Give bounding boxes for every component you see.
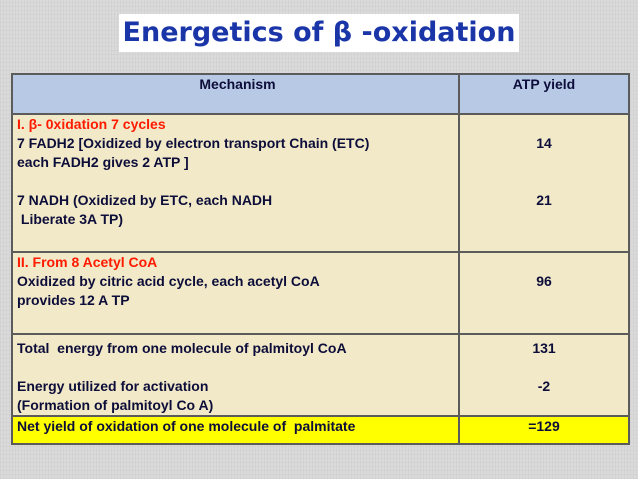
- row1-mechanism-cell: I. β- 0xidation 7 cycles 7 FADH2 [Oxidiz…: [11, 113, 460, 253]
- row3-yield-cell: 131 -2: [458, 333, 630, 417]
- table-row-net-yield: Net yield of oxidation of one molecule o…: [11, 415, 630, 445]
- table-row: I. β- 0xidation 7 cycles 7 FADH2 [Oxidiz…: [11, 113, 630, 253]
- row2-heading: II. From 8 Acetyl CoA: [17, 254, 158, 270]
- row1-line4: Liberate 3A TP): [17, 211, 124, 227]
- row3-yield-spacer: [460, 358, 628, 377]
- row2-line2: provides 12 A TP: [17, 292, 130, 308]
- table-row: Total energy from one molecule of palmit…: [11, 333, 630, 417]
- row3-line1: Total energy from one molecule of palmit…: [17, 340, 347, 356]
- row1-yield-cell: 14 21: [458, 113, 630, 253]
- row1-spacer: [17, 172, 458, 191]
- slide-title: Energetics of β -oxidation: [118, 14, 520, 52]
- row2-line1: Oxidized by citric acid cycle, each acet…: [17, 273, 320, 289]
- row1-heading: I. β- 0xidation 7 cycles: [17, 116, 166, 132]
- table-row: II. From 8 Acetyl CoA Oxidized by citric…: [11, 251, 630, 335]
- row3-mechanism-cell: Total energy from one molecule of palmit…: [11, 333, 460, 417]
- row1-line1: 7 FADH2 [Oxidized by electron transport …: [17, 135, 370, 151]
- row3-line2: Energy utilized for activation: [17, 378, 209, 394]
- row3-line3: (Formation of palmitoyl Co A): [17, 397, 214, 413]
- row1-value1: 14: [536, 135, 552, 151]
- net-yield-value: =129: [458, 415, 630, 445]
- header-atp-yield: ATP yield: [458, 73, 630, 115]
- row3-spacer: [17, 358, 458, 377]
- row3-value1: 131: [532, 340, 556, 356]
- row2-mechanism-cell: II. From 8 Acetyl CoA Oxidized by citric…: [11, 251, 460, 335]
- slide-title-container: Energetics of β -oxidation: [0, 14, 638, 52]
- row2-yield-spacer: [460, 253, 628, 272]
- row3-value2: -2: [537, 378, 551, 394]
- header-mechanism: Mechanism: [11, 73, 460, 115]
- row1-yield-spacer-a: [460, 153, 628, 172]
- row2-value: 96: [536, 273, 552, 289]
- row1-line2: each FADH2 gives 2 ATP ]: [17, 154, 189, 170]
- net-yield-label: Net yield of oxidation of one molecule o…: [11, 415, 460, 445]
- row1-line3: 7 NADH (Oxidized by ETC, each NADH: [17, 192, 273, 208]
- table-header-row: Mechanism ATP yield: [11, 73, 630, 115]
- row1-yield-spacer-top: [460, 115, 628, 134]
- row1-yield-spacer-b: [460, 172, 628, 191]
- energetics-table: Mechanism ATP yield I. β- 0xidation 7 cy…: [11, 73, 630, 445]
- row2-yield-cell: 96: [458, 251, 630, 335]
- row1-value2: 21: [536, 192, 552, 208]
